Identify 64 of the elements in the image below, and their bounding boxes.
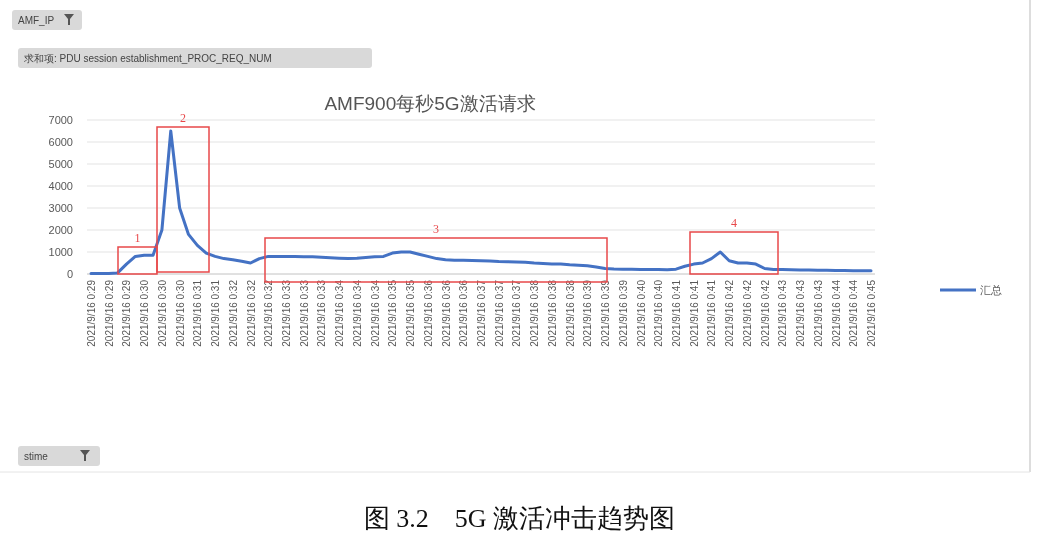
x-tick-label: 2021/9/16 0:37 (511, 279, 523, 347)
x-tick-label: 2021/9/16 0:33 (316, 279, 328, 347)
x-tick-label: 2021/9/16 0:32 (245, 279, 257, 347)
y-tick-label: 5000 (48, 158, 73, 170)
x-tick-label: 2021/9/16 0:30 (139, 279, 151, 347)
x-tick-label: 2021/9/16 0:37 (476, 279, 487, 347)
x-tick-label: 2021/9/16 0:37 (493, 279, 505, 347)
x-tick-label: 2021/9/16 0:39 (600, 279, 612, 347)
x-tick-label: 2021/9/16 0:41 (688, 279, 700, 347)
x-tick-label: 2021/9/16 0:29 (121, 279, 133, 347)
text: AMF_IP (18, 15, 55, 26)
x-tick-label: 2021/9/16 0:43 (812, 279, 824, 347)
line-series (89, 129, 873, 276)
x-tick-label: 2021/9/16 0:35 (387, 279, 399, 347)
y-tick-label: 6000 (48, 136, 73, 148)
y-tick-label: 1000 (48, 246, 73, 258)
x-tick-label: 2021/9/16 0:31 (210, 279, 222, 347)
x-tick-label: 2021/9/16 0:33 (298, 279, 310, 347)
x-tick-label: 2021/9/16 0:29 (86, 279, 97, 347)
x-tick-label: 2021/9/16 0:30 (174, 279, 186, 347)
x-tick-label: 2021/9/16 0:36 (422, 279, 434, 347)
x-tick-label: 2021/9/16 0:40 (635, 279, 647, 347)
annotation: 4 (731, 216, 737, 230)
y-tick-label: 4000 (48, 180, 73, 192)
x-tick-label: 2021/9/16 0:40 (653, 279, 665, 347)
x-tick-label: 2021/9/16 0:43 (777, 279, 789, 347)
x-tick-label: 2021/9/16 0:30 (156, 279, 168, 347)
x-tick-label: 2021/9/16 0:36 (440, 279, 452, 347)
x-tick-label: 2021/9/16 0:42 (741, 279, 753, 347)
text: stime (24, 451, 49, 462)
x-tick-label: 2021/9/16 0:38 (546, 279, 558, 347)
x-tick-label: 2021/9/16 0:44 (848, 279, 860, 347)
x-tick-label: 2021/9/16 0:34 (351, 279, 363, 347)
x-tick-label: 2021/9/16 0:44 (830, 279, 842, 347)
x-tick-label: 2021/9/16 0:38 (564, 279, 576, 347)
x-tick-label: 2021/9/16 0:42 (759, 279, 771, 347)
y-tick-label: 7000 (48, 114, 73, 126)
x-tick-label: 2021/9/16 0:42 (724, 279, 736, 347)
x-tick-label: 2021/9/16 0:41 (706, 279, 718, 347)
annotation: 2 (180, 111, 186, 125)
chart-title: AMF900每秒5G激活请求 (324, 93, 536, 114)
y-tick-label: 2000 (48, 224, 73, 236)
x-tick-label: 2021/9/16 0:34 (334, 279, 346, 347)
x-tick-label: 2021/9/16 0:36 (458, 279, 470, 347)
x-tick-label: 2021/9/16 0:32 (227, 279, 239, 347)
x-tick-label: 2021/9/16 0:35 (405, 279, 417, 347)
annotation: 3 (433, 222, 439, 236)
x-tick-label: 2021/9/16 0:43 (795, 279, 807, 347)
x-tick-label: 2021/9/16 0:38 (529, 279, 541, 347)
x-tick-label: 2021/9/16 0:39 (617, 279, 629, 347)
x-tick-label: 2021/9/16 0:31 (192, 279, 204, 347)
x-tick-label: 2021/9/16 0:29 (103, 279, 115, 347)
legend-label: 汇总 (980, 284, 1002, 296)
caption: 图 3.2 5G 激活冲击趋势图 (363, 504, 676, 533)
y-tick-label: 3000 (48, 202, 73, 214)
y-tick-label: 0 (66, 268, 73, 280)
x-tick-label: 2021/9/16 0:39 (582, 279, 594, 347)
text: 求和项: PDU session establishment_PROC_REQ_NUM (24, 53, 272, 64)
x-tick-label: 2021/9/16 0:33 (281, 279, 292, 347)
x-tick-label: 2021/9/16 0:45 (866, 279, 877, 347)
x-tick-label: 2021/9/16 0:41 (671, 279, 682, 347)
x-tick-label: 2021/9/16 0:32 (263, 279, 275, 347)
annotation: 1 (134, 231, 141, 245)
x-tick-label: 2021/9/16 0:34 (369, 279, 381, 347)
